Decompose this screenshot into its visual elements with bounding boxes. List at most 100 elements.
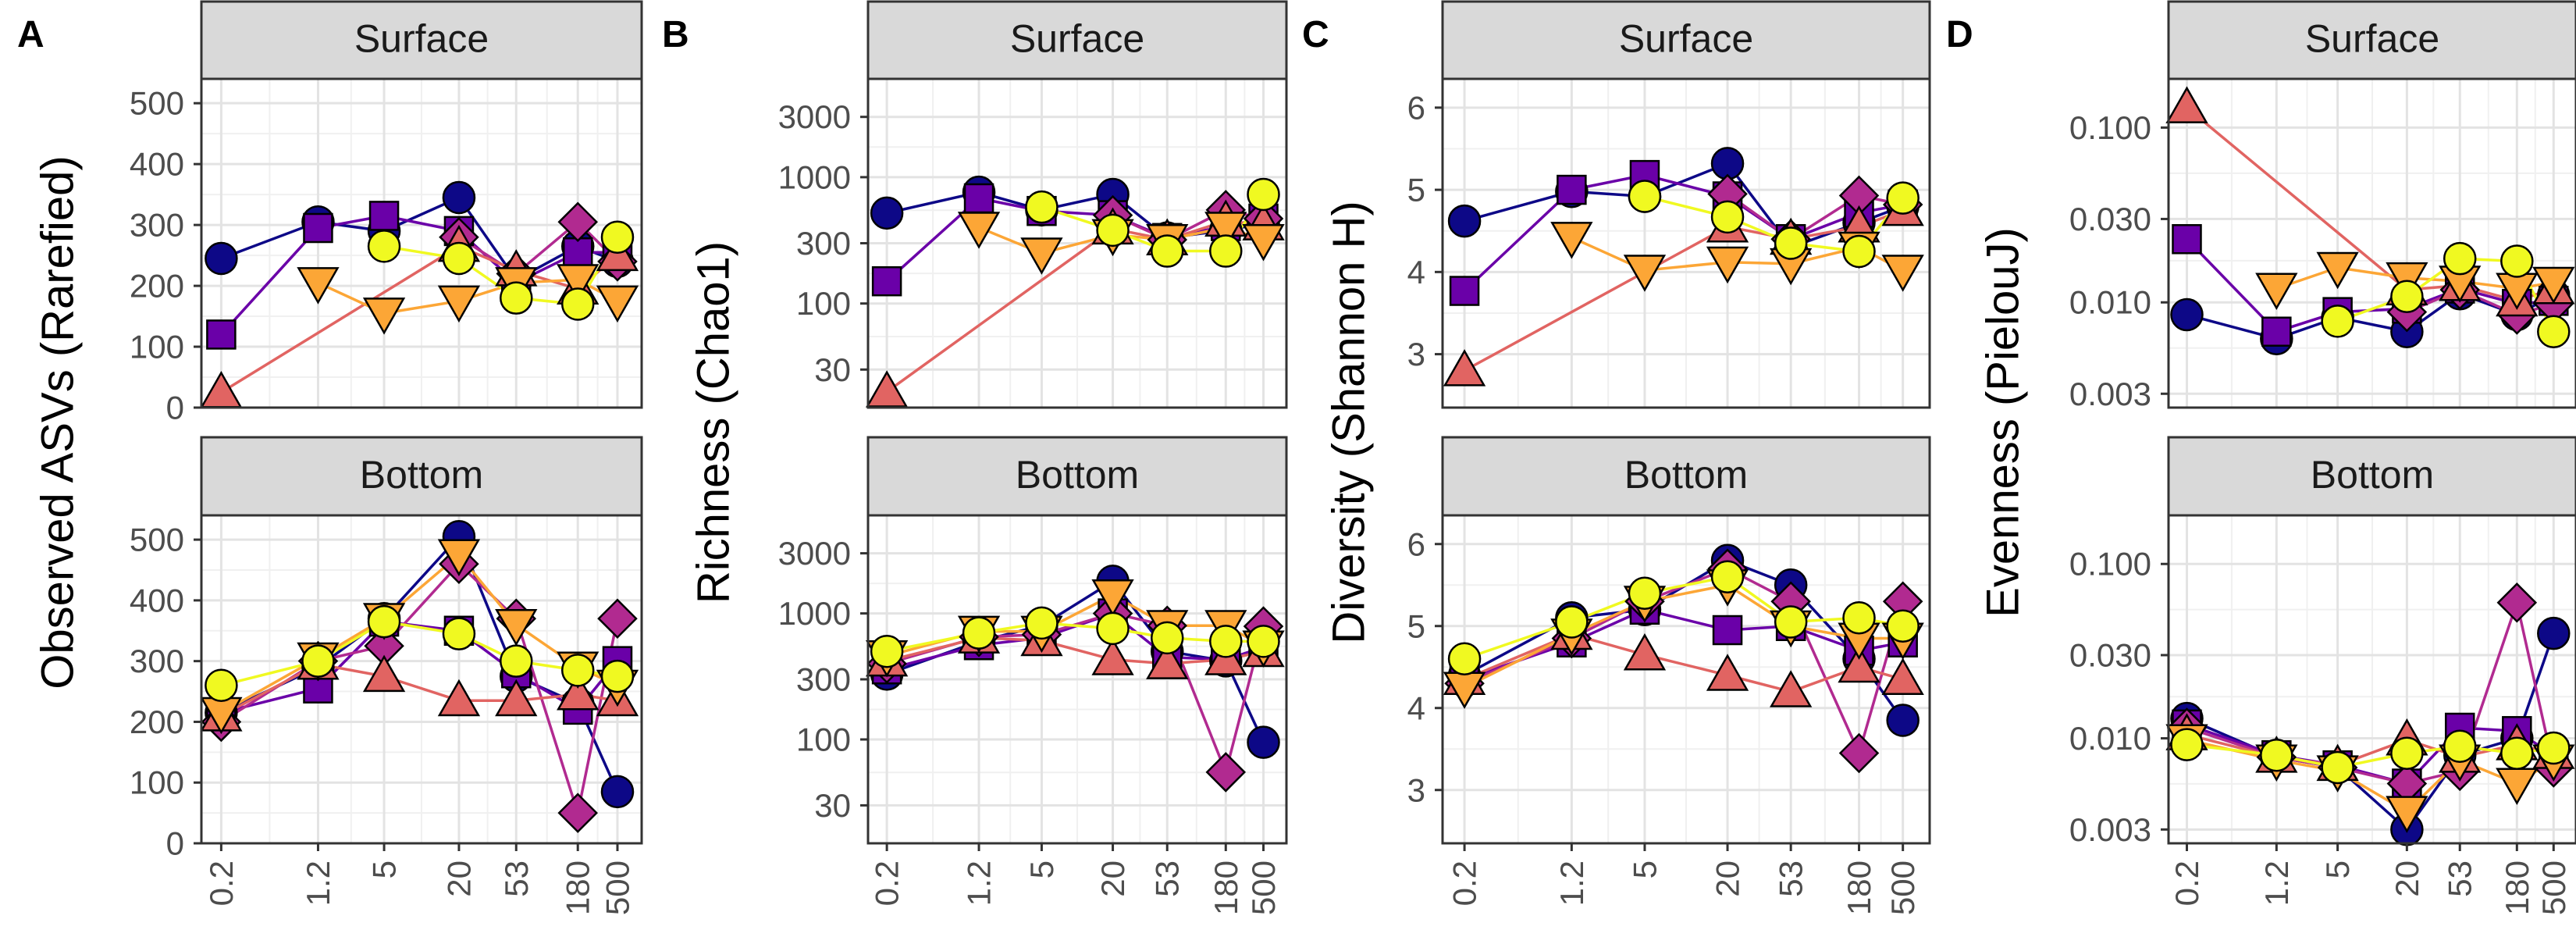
data-point — [1842, 234, 1876, 269]
y-tick-label: 1000 — [778, 595, 851, 632]
panel-letter-A: A — [17, 14, 44, 55]
data-point — [2165, 86, 2208, 123]
y-tick-label: 500 — [130, 522, 184, 558]
data-point — [2537, 616, 2571, 650]
data-point — [560, 654, 595, 687]
data-point — [557, 672, 600, 711]
data-point — [596, 285, 639, 323]
data-point — [1712, 615, 1743, 646]
y-tick-label: 0.003 — [2069, 376, 2151, 412]
data-point — [2321, 750, 2354, 785]
data-point — [1096, 213, 1130, 248]
x-tick-label: 5 — [2319, 860, 2356, 878]
y-tick-label: 5 — [1407, 172, 1425, 208]
data-point — [2443, 729, 2477, 764]
data-point — [205, 668, 238, 703]
data-point — [1710, 560, 1745, 593]
data-point — [1096, 611, 1130, 646]
data-point — [1710, 200, 1745, 234]
y-tick-label: 3 — [1407, 336, 1425, 372]
data-point — [2260, 738, 2293, 772]
data-point — [1628, 180, 1662, 213]
data-point — [1025, 190, 1059, 224]
data-point — [442, 241, 476, 276]
y-tick-label: 400 — [130, 582, 184, 618]
panel-border — [200, 514, 643, 845]
facet-strip — [200, 436, 643, 517]
data-point — [1881, 255, 1924, 292]
facet-strip — [2167, 0, 2576, 80]
data-point — [2316, 251, 2359, 290]
data-point — [362, 654, 406, 693]
panel-border — [2167, 514, 2576, 845]
data-point — [1209, 625, 1243, 658]
data-point — [597, 598, 638, 639]
y-tick-label: 0 — [166, 390, 184, 426]
data-point — [1838, 645, 1880, 683]
data-point — [2261, 316, 2292, 347]
y-tick-label: 100 — [130, 764, 184, 801]
x-tick-label: 0.2 — [869, 860, 906, 906]
data-point — [1247, 625, 1280, 658]
data-point — [2321, 305, 2354, 338]
x-tick-label: 53 — [1149, 860, 1186, 897]
data-point — [1886, 181, 1920, 215]
data-point — [557, 793, 598, 833]
data-point — [297, 267, 340, 305]
facet-strip-label: Bottom — [360, 453, 483, 497]
x-tick-label: 53 — [2442, 860, 2478, 897]
data-point — [2390, 280, 2424, 314]
y-tick-label: 0 — [166, 825, 184, 862]
y-tick-label: 300 — [130, 207, 184, 244]
data-point — [1247, 725, 1280, 759]
series-line — [1727, 192, 1904, 241]
data-point — [870, 634, 904, 668]
y-tick-label: 300 — [796, 661, 851, 698]
x-tick-label: 500 — [1884, 860, 1921, 915]
data-point — [1150, 234, 1184, 268]
x-tick-label: 20 — [2389, 860, 2425, 897]
panel-border — [866, 514, 1288, 845]
y-axis-label-B: Richness (Chao1) — [688, 241, 738, 604]
data-point — [1628, 576, 1662, 610]
panel-border — [1441, 514, 1931, 845]
data-point — [957, 212, 1001, 249]
panel-border — [1441, 77, 1931, 409]
data-point — [442, 617, 476, 650]
data-point — [495, 609, 538, 647]
y-tick-label: 6 — [1407, 526, 1425, 562]
data-point — [870, 196, 904, 230]
y-tick-label: 4 — [1407, 689, 1425, 726]
y-tick-label: 300 — [796, 225, 851, 262]
data-point — [1842, 601, 1876, 635]
data-point — [437, 285, 481, 323]
data-point — [1706, 246, 1749, 284]
data-point — [2390, 736, 2424, 771]
series-line — [457, 219, 619, 276]
y-tick-label: 0.010 — [2069, 720, 2151, 757]
data-point — [2537, 315, 2571, 348]
panel-B-surface: Surface 30 100 300 1000 3000 — [778, 0, 1288, 409]
y-tick-label: 30 — [814, 351, 851, 388]
facet-strip — [866, 0, 1288, 80]
series-line — [2406, 288, 2554, 316]
y-tick-label: 6 — [1407, 89, 1425, 126]
data-point — [557, 201, 598, 242]
data-point — [600, 220, 635, 254]
data-point — [871, 265, 902, 297]
facet-strip-label: Bottom — [1624, 453, 1748, 497]
data-point — [1447, 204, 1482, 238]
x-tick-label: 20 — [1094, 860, 1131, 897]
y-tick-label: 1000 — [778, 159, 851, 195]
facet-strip-label: Surface — [1010, 17, 1144, 61]
y-tick-label: 3 — [1407, 771, 1425, 808]
facet-strip-label: Surface — [2305, 17, 2439, 61]
panel-D-bottom: Bottom 0.003 0.010 0.030 0.100 0.2 1.2 5 20 53 180… — [2069, 436, 2576, 915]
y-tick-label: 3000 — [778, 98, 851, 135]
data-point — [962, 616, 996, 650]
x-tick-label: 180 — [1841, 860, 1877, 915]
x-tick-label: 5 — [366, 860, 403, 878]
y-axis-label-A: Observed ASVs (Rarefied) — [32, 155, 83, 689]
data-point — [2255, 273, 2298, 311]
x-tick-label: 500 — [1245, 860, 1282, 915]
